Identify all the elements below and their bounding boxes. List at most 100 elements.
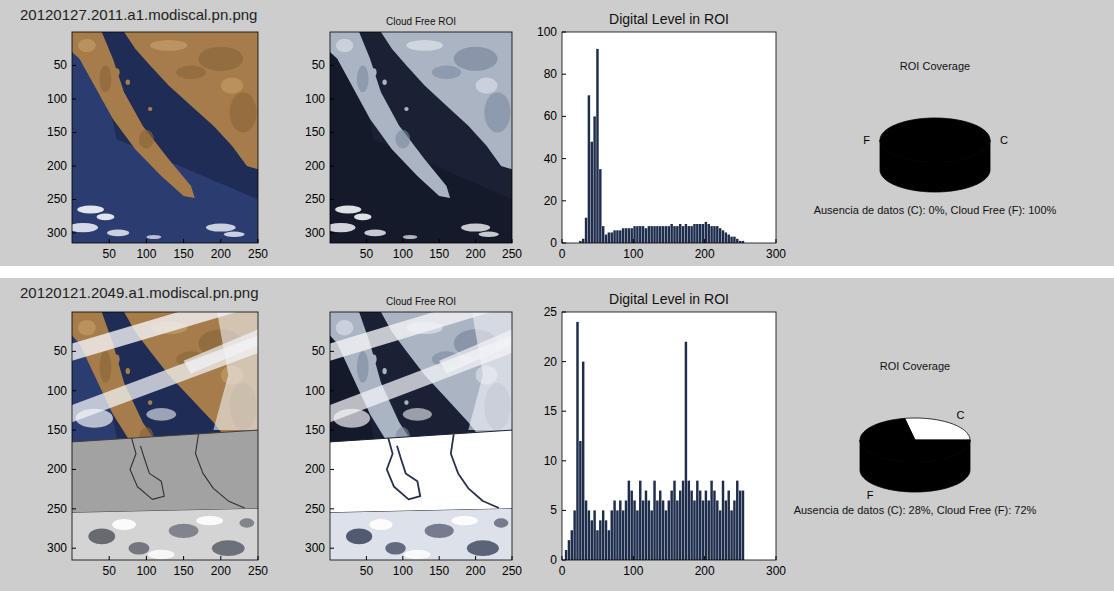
x-tick-label: 200 <box>211 247 231 261</box>
pie-label: C <box>1000 134 1008 146</box>
histogram-bar <box>571 530 573 560</box>
histogram-bar <box>739 491 741 560</box>
panel-title: 20120127.2011.a1.modiscal.pn.png <box>20 6 257 23</box>
histogram-bar <box>656 500 658 560</box>
x-tick <box>633 556 634 560</box>
scene-band <box>72 430 258 513</box>
x-tick-label: 0 <box>559 247 566 261</box>
y-tick-label: 15 <box>544 404 558 418</box>
y-tick-label: 20 <box>544 355 558 369</box>
histogram-bar <box>605 235 607 243</box>
scene-blob <box>403 408 432 421</box>
histogram-bar <box>665 510 667 560</box>
histogram-bar <box>650 226 652 243</box>
histogram-bar <box>630 491 632 560</box>
histogram-bar <box>705 491 707 560</box>
y-tick-label: 300 <box>305 541 325 555</box>
scene-blob <box>371 68 377 76</box>
scene-line <box>196 434 245 508</box>
histogram-bar <box>688 481 690 560</box>
histogram-bar <box>622 228 624 243</box>
scene-blob <box>169 524 199 538</box>
scene-blob <box>129 542 150 555</box>
histogram-bar <box>710 226 712 243</box>
histogram-bar <box>725 500 727 560</box>
scene-line <box>130 438 164 499</box>
y-tick-label: 50 <box>54 58 68 72</box>
x-tick <box>512 239 513 243</box>
histogram-bar <box>688 226 690 243</box>
x-tick-label: 150 <box>429 247 449 261</box>
histogram-bar <box>576 322 578 560</box>
histogram-bar <box>713 226 715 243</box>
pie-caption: Ausencia de datos (C): 0%, Cloud Free (F… <box>814 204 1057 216</box>
scene-blob <box>77 205 104 213</box>
histogram-bar <box>613 500 615 560</box>
y-tick <box>562 158 566 159</box>
y-tick-label: 100 <box>305 92 325 106</box>
histogram-bar <box>670 491 672 560</box>
scene-blob <box>198 47 243 71</box>
scene-blob <box>382 80 386 85</box>
y-tick-label: 60 <box>544 109 558 123</box>
x-tick <box>258 556 259 560</box>
scene-blob <box>196 516 223 525</box>
histogram-bar <box>665 226 667 243</box>
scene-blob <box>364 230 386 237</box>
image-content <box>330 32 512 243</box>
histogram-bar <box>619 500 621 560</box>
histogram-bar <box>733 500 735 560</box>
histogram-bar <box>573 510 575 560</box>
scene-line <box>72 430 258 442</box>
y-tick <box>72 199 76 200</box>
x-tick <box>220 239 221 243</box>
histogram-bar <box>710 481 712 560</box>
histogram-bar <box>653 226 655 243</box>
histogram-bar <box>602 226 604 243</box>
histogram-bar <box>696 481 698 560</box>
histogram-bar <box>662 500 664 560</box>
histogram-bar <box>588 95 590 243</box>
x-tick-label: 100 <box>136 564 156 578</box>
axes-frame <box>72 32 258 243</box>
y-tick-label: 50 <box>312 344 326 358</box>
y-tick-label: 50 <box>54 344 68 358</box>
histogram-bar <box>608 232 610 243</box>
histogram-bar <box>605 520 607 560</box>
histogram-bar <box>736 239 738 243</box>
scene-blob <box>354 214 371 221</box>
x-tick <box>366 239 367 243</box>
axes-frame <box>562 312 776 560</box>
y-tick <box>330 165 334 166</box>
histogram-bar <box>719 510 721 560</box>
y-tick <box>562 460 566 461</box>
y-tick-label: 100 <box>305 384 325 398</box>
histogram-bar <box>722 481 724 560</box>
histogram-bar <box>628 228 630 243</box>
histogram-bar <box>642 500 644 560</box>
histogram-bar <box>736 481 738 560</box>
histogram-bar <box>565 550 567 560</box>
scene-blob <box>139 130 154 149</box>
scene-blob <box>78 320 96 336</box>
x-tick-label: 0 <box>559 564 566 578</box>
y-tick-label: 0 <box>550 236 557 250</box>
histogram-bar <box>613 230 615 243</box>
y-tick <box>72 469 76 470</box>
x-tick <box>402 239 403 243</box>
x-tick-label: 250 <box>502 564 522 578</box>
histogram-bar <box>682 226 684 243</box>
histogram-bar <box>645 491 647 560</box>
x-tick <box>562 556 563 560</box>
panel-title: 20120121.2049.a1.modiscal.pn.png <box>20 284 259 301</box>
histogram-bar <box>633 226 635 243</box>
x-tick <box>183 556 184 560</box>
x-tick <box>109 556 110 560</box>
y-tick <box>72 430 76 431</box>
scene-blob <box>476 78 498 94</box>
histogram-bar <box>659 491 661 560</box>
scene-blob <box>334 409 370 428</box>
x-tick-label: 100 <box>623 564 643 578</box>
y-tick-label: 300 <box>47 226 67 240</box>
histogram-bar <box>702 224 704 243</box>
